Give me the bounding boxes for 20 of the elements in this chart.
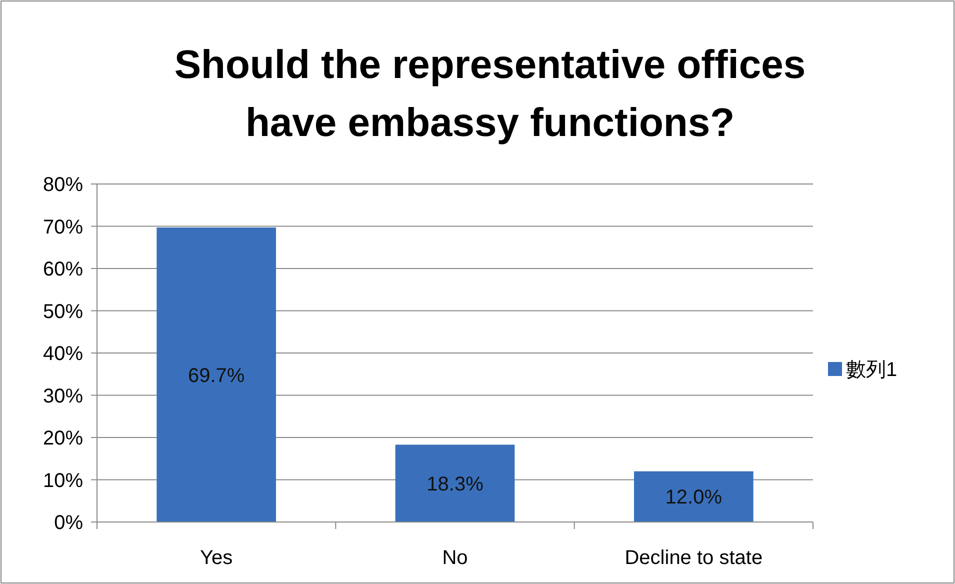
bar <box>156 228 276 522</box>
y-tick-label: 0% <box>54 512 84 534</box>
y-tick-label: 20% <box>42 428 84 450</box>
legend-label: 數列1 <box>846 359 898 381</box>
x-tick-label: Yes <box>200 547 233 569</box>
y-tick-label: 80% <box>42 174 84 196</box>
data-label: 12.0% <box>665 486 722 509</box>
y-tick-label: 40% <box>42 343 84 365</box>
y-tick-label: 50% <box>42 300 84 323</box>
x-tick-label: No <box>442 547 468 569</box>
bar <box>634 471 754 522</box>
y-tick-label: 30% <box>42 385 84 408</box>
bar <box>395 444 515 522</box>
data-label: 69.7% <box>188 364 245 387</box>
chart-title: Should the representative offices have embassy functions? <box>174 43 806 145</box>
y-tick-label: 60% <box>42 258 84 280</box>
data-label: 18.3% <box>426 473 484 496</box>
x-tick-label: Decline to state <box>624 547 763 569</box>
y-tick-label: 70% <box>42 216 84 238</box>
y-tick-label: 10% <box>42 470 84 492</box>
